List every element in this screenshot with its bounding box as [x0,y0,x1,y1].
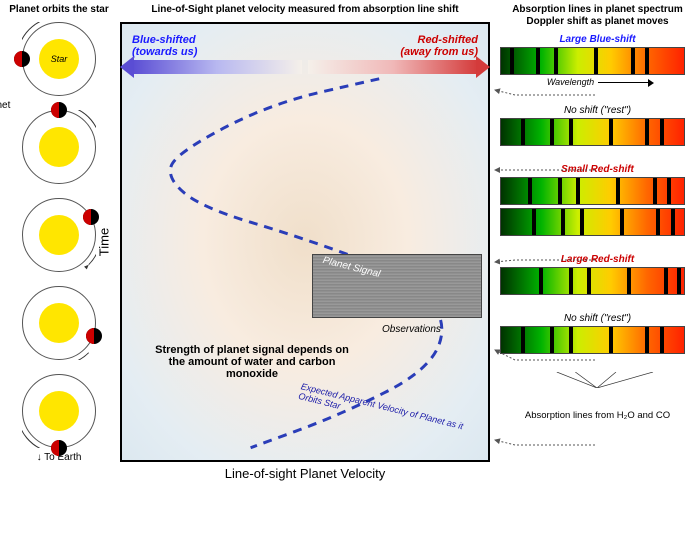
spectrum-label: Small Red-shift [500,164,695,175]
spectrum-bar [500,47,685,75]
spectrum-stack: Large Blue-shift Wavelength No shift ("res… [500,34,695,421]
strength-text: Strength of planet signal depends on the… [152,344,352,380]
absorption-line [645,48,649,74]
absorption-line [677,268,681,294]
blue-arrow [132,60,302,74]
red-shift-label: Red-shifted (away from us) [308,34,478,58]
right-column: Absorption lines in planet spectrum Dopp… [500,4,695,421]
x-axis-label: Line-of-sight Planet Velocity [120,466,490,481]
shift-arrow-row: Blue-shifted (towards us) Red-shifted (a… [132,34,478,74]
spectrum-block: Large Blue-shift Wavelength [500,34,695,87]
absorption-line [609,119,613,145]
spectrum-bar [500,208,685,236]
absorption-line [569,119,573,145]
red-shift-sub: (away from us) [400,46,478,58]
blue-shift-label: Blue-shifted (towards us) [132,34,302,58]
red-shift-text: Red-shifted [418,34,479,46]
orbit-diagram [22,286,96,360]
blue-shift-sub: (towards us) [132,46,197,58]
absorption-line [631,48,635,74]
spectrum-block: No shift ("rest") [500,313,695,354]
absorption-line [521,327,525,353]
absorption-line [616,178,620,204]
spectrum-block: Small Red-shift [500,164,695,236]
wavelength-arrow-icon [598,82,648,83]
spectrum-bar [500,326,685,354]
wavelength-label: Wavelength [500,77,695,87]
absorption-line [667,178,671,204]
absorption-line [521,119,525,145]
absorption-line [569,327,573,353]
time-axis-label: Time [97,228,112,256]
orbit-diagram [22,198,96,272]
absorption-line [539,268,543,294]
absorption-line [645,119,649,145]
absorption-line [660,327,664,353]
spectrum-label: Large Blue-shift [500,34,695,45]
absorption-line [656,209,660,235]
absorption-line [576,178,580,204]
absorption-line [627,268,631,294]
spectrum-label: Large Red-shift [500,254,695,265]
spectrum-bar [500,267,685,295]
absorption-line [653,178,657,204]
absorption-line [510,48,514,74]
absorption-footer: Absorption lines from H₂O and CO [500,410,695,421]
orbit-diagram: Planet [22,110,96,184]
absorption-line [569,268,573,294]
velocity-frame: Blue-shifted (towards us) Red-shifted (a… [120,22,490,462]
absorption-line [536,48,540,74]
absorption-line [550,119,554,145]
absorption-line [580,209,584,235]
absorption-line [620,209,624,235]
spectrum-bar [500,177,685,205]
absorption-line [554,48,558,74]
absorption-line [558,178,562,204]
spectrum-label: No shift ("rest") [500,313,695,324]
orbit-diagram [22,374,96,448]
expected-velocity-text: Expected Apparent Velocity of Planet as … [297,381,487,447]
center-header: Line-of-Sight planet velocity measured f… [120,4,490,16]
absorption-line [587,268,591,294]
blue-shift-text: Blue-shifted [132,34,196,46]
absorption-line [671,209,675,235]
center-column: Line-of-Sight planet velocity measured f… [120,4,490,481]
spectrum-label: No shift ("rest") [500,105,695,116]
left-header: Planet orbits the star [4,4,114,16]
absorption-line [594,48,598,74]
absorption-line [609,327,613,353]
absorption-line [660,119,664,145]
absorption-line [664,268,668,294]
absorption-line [645,327,649,353]
orbit-diagram: Star [22,22,96,96]
spectrum-bar [500,118,685,146]
spectrum-block: No shift ("rest") [500,105,695,146]
right-header: Absorption lines in planet spectrum Dopp… [500,4,695,28]
red-arrow [308,60,478,74]
absorption-line [532,209,536,235]
spectrum-block: Large Red-shift [500,254,695,295]
observations-label: Observations [382,324,441,335]
absorption-line [528,178,532,204]
absorption-line [561,209,565,235]
absorption-line [550,327,554,353]
planet-label: Planet [0,100,10,111]
